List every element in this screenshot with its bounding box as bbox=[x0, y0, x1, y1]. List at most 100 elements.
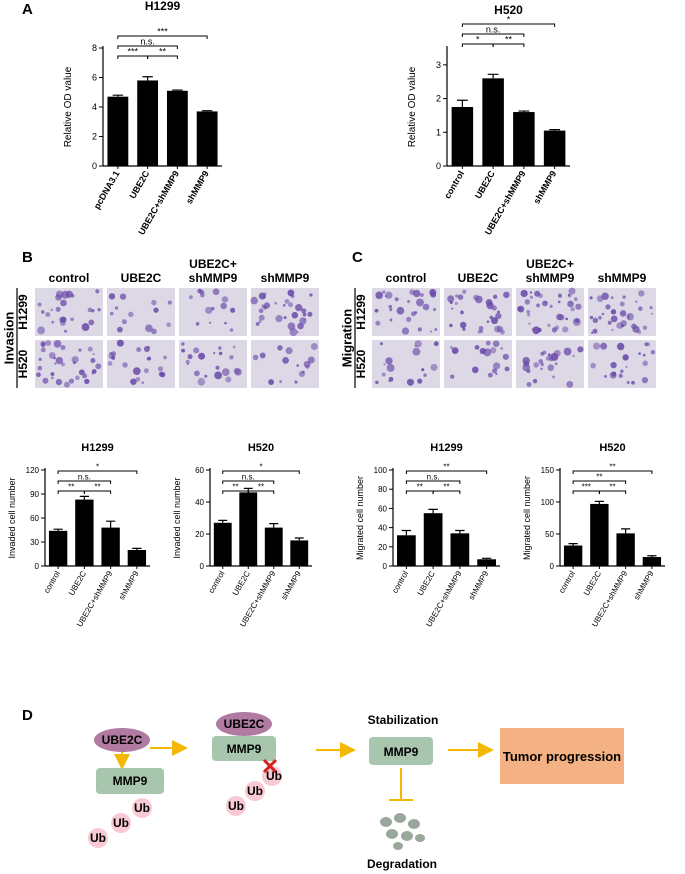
side-label: Invasion bbox=[1, 312, 16, 365]
cell-blob bbox=[454, 301, 458, 306]
y-tick-label: 150 bbox=[541, 466, 555, 475]
y-tick-label: 4 bbox=[92, 102, 97, 112]
row-label: H520 bbox=[354, 349, 368, 378]
error-bar bbox=[518, 110, 530, 113]
cell-blob bbox=[526, 382, 532, 387]
cell-blob bbox=[157, 366, 164, 372]
enzyme-label: UBE2C bbox=[102, 733, 143, 747]
y-tick-label: 40 bbox=[378, 524, 387, 533]
x-tick-label: control bbox=[442, 169, 466, 200]
significance-bracket bbox=[461, 23, 556, 27]
cell-blob bbox=[36, 372, 41, 378]
column-label: shMMP9 bbox=[526, 271, 575, 285]
cell-blob bbox=[274, 301, 278, 305]
error-bar bbox=[142, 76, 153, 81]
cell-blob bbox=[285, 347, 293, 355]
significance-label: ** bbox=[159, 47, 167, 57]
outcome-box: Tumor progression bbox=[503, 749, 621, 764]
column-label: UBE2C bbox=[458, 271, 499, 285]
cell-blob bbox=[540, 367, 543, 371]
cell-blob bbox=[504, 366, 510, 372]
cell-blob bbox=[143, 368, 149, 374]
cell-blob bbox=[375, 320, 381, 326]
cell-blob bbox=[620, 369, 624, 374]
cell-blob bbox=[577, 346, 584, 353]
y-tick-label: 0 bbox=[35, 562, 40, 571]
cell-blob bbox=[610, 296, 614, 300]
error-bar bbox=[53, 528, 63, 531]
cell-blob bbox=[299, 317, 307, 325]
significance-label: ** bbox=[417, 483, 423, 492]
chart-title: H1299 bbox=[145, 0, 181, 13]
cell-blob bbox=[487, 372, 493, 378]
cell-blob bbox=[307, 311, 313, 317]
cell-blob bbox=[37, 302, 42, 307]
cell-blob bbox=[82, 373, 88, 379]
chart-title: H520 bbox=[248, 442, 274, 454]
cell-blob bbox=[53, 356, 56, 360]
cell-blob bbox=[45, 312, 51, 317]
cell-blob bbox=[433, 308, 437, 312]
cell-blob bbox=[55, 378, 63, 386]
x-tick-label: UBE2C bbox=[416, 569, 437, 597]
cell-blob bbox=[462, 327, 466, 331]
x-tick-label: UBE2C bbox=[127, 169, 151, 201]
cell-blob bbox=[496, 325, 504, 333]
cell-blob bbox=[381, 372, 386, 377]
cell-blob bbox=[591, 331, 594, 334]
cell-blob bbox=[388, 304, 393, 309]
cell-blob bbox=[412, 347, 421, 356]
cell-blob bbox=[188, 295, 193, 300]
y-tick-label: 60 bbox=[30, 514, 39, 523]
cell-blob bbox=[301, 308, 307, 314]
bar bbox=[196, 111, 218, 166]
cell-blob bbox=[268, 379, 274, 385]
significance-label: n.s. bbox=[140, 37, 155, 47]
significance-label: ** bbox=[68, 483, 74, 492]
x-tick-label: control bbox=[42, 569, 62, 594]
y-axis-label: Migrated cell number bbox=[522, 476, 532, 560]
cell-blob bbox=[128, 311, 134, 318]
x-tick-label: shMMP9 bbox=[279, 569, 303, 601]
cell-blob bbox=[232, 345, 236, 349]
cell-blob bbox=[450, 374, 455, 379]
y-tick-label: 0 bbox=[550, 562, 555, 571]
cell-blob bbox=[540, 351, 545, 356]
error-bar bbox=[549, 128, 561, 131]
cell-blob bbox=[250, 296, 259, 305]
cell-blob bbox=[229, 328, 234, 332]
cell-blob bbox=[90, 357, 96, 363]
cell-blob bbox=[596, 295, 604, 303]
bar bbox=[423, 513, 443, 566]
cell-blob bbox=[460, 310, 463, 313]
ub-label: Ub bbox=[247, 784, 263, 798]
cell-blob bbox=[611, 328, 614, 332]
cell-blob bbox=[258, 320, 262, 324]
cell-blob bbox=[430, 363, 438, 371]
cell-blob bbox=[70, 317, 74, 322]
chart-title: H520 bbox=[599, 442, 625, 454]
cell-blob bbox=[538, 359, 544, 364]
cell-blob bbox=[589, 296, 593, 300]
cell-blob bbox=[225, 376, 232, 383]
cell-blob bbox=[492, 362, 501, 370]
bar bbox=[616, 533, 635, 566]
cell-blob bbox=[434, 328, 438, 331]
cell-blob bbox=[503, 291, 510, 299]
cell-blob bbox=[119, 293, 127, 300]
cell-blob bbox=[607, 320, 612, 325]
y-tick-label: 20 bbox=[195, 530, 204, 539]
cell-blob bbox=[38, 357, 42, 361]
cell-blob bbox=[277, 345, 283, 351]
panel-letter: B bbox=[22, 249, 33, 266]
bar bbox=[397, 535, 416, 566]
cell-blob bbox=[529, 291, 533, 294]
cell-blob bbox=[136, 347, 142, 353]
cell-blob bbox=[610, 315, 618, 323]
bar bbox=[264, 527, 283, 566]
cell-blob bbox=[258, 308, 264, 314]
x-tick-label: control bbox=[390, 569, 410, 594]
cell-blob bbox=[55, 356, 64, 365]
cell-blob bbox=[37, 326, 46, 335]
chart-title: H1299 bbox=[430, 442, 462, 454]
